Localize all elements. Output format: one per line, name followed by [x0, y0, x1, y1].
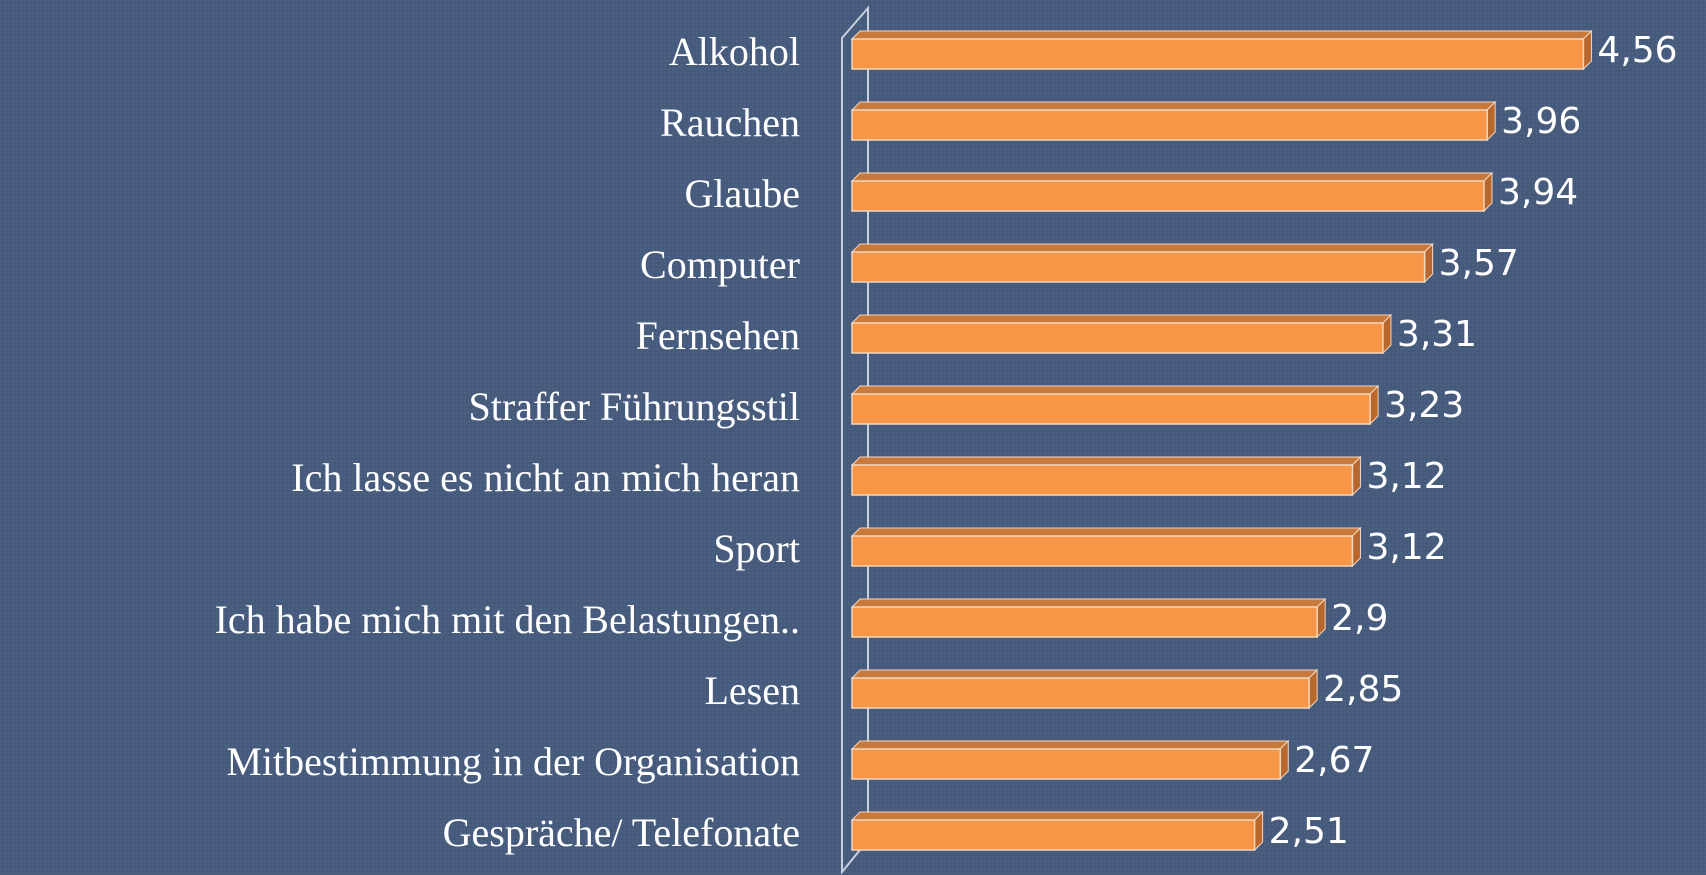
bar [851, 748, 1282, 780]
bar-top [850, 598, 1327, 608]
bar-top [850, 30, 1593, 40]
bar-top [850, 740, 1290, 750]
value-label: 3,96 [1501, 101, 1581, 142]
value-label: 3,31 [1397, 314, 1477, 355]
value-label: 2,85 [1323, 669, 1403, 710]
y-tick-label: Computer [640, 242, 800, 287]
y-tick-label: Ich habe mich mit den Belastungen.. [215, 597, 800, 642]
bar [851, 251, 1426, 283]
value-label: 4,56 [1597, 30, 1677, 71]
value-label: 3,23 [1384, 385, 1464, 426]
y-tick-label: Fernsehen [636, 313, 800, 358]
y-tick-label: Sport [713, 526, 800, 571]
value-label: 2,9 [1331, 598, 1388, 639]
value-label: 3,94 [1498, 172, 1578, 213]
bar [851, 180, 1485, 212]
bar [851, 38, 1585, 70]
bar [851, 109, 1488, 141]
value-label: 2,67 [1294, 740, 1374, 781]
value-label: 3,12 [1366, 527, 1446, 568]
bar-top [850, 811, 1264, 821]
bar-top [850, 456, 1362, 466]
bar [851, 606, 1318, 638]
bar [851, 393, 1371, 425]
value-label: 3,12 [1366, 456, 1446, 497]
bar [851, 819, 1256, 851]
bar [851, 677, 1310, 709]
y-tick-label: Lesen [704, 668, 800, 713]
bar [851, 535, 1354, 567]
bar-top [850, 385, 1380, 395]
y-tick-label: Straffer Führungsstil [469, 384, 800, 429]
y-tick-label: Rauchen [660, 100, 800, 145]
value-label: 2,51 [1269, 811, 1349, 852]
y-tick-label: Gespräche/ Telefonate [443, 810, 800, 855]
y-tick-label: Glaube [684, 171, 800, 216]
bar-top [850, 527, 1362, 537]
bar-top [850, 314, 1393, 324]
y-tick-label: Mitbestimmung in der Organisation [226, 739, 800, 784]
y-tick-label: Alkohol [669, 29, 800, 74]
value-label: 3,57 [1439, 243, 1519, 284]
bar-top [850, 101, 1497, 111]
bar-top [850, 172, 1494, 182]
y-tick-label: Ich lasse es nicht an mich heran [291, 455, 800, 500]
bar-top [850, 243, 1434, 253]
bar [851, 322, 1384, 354]
bar [851, 464, 1354, 496]
bar-top [850, 669, 1319, 679]
